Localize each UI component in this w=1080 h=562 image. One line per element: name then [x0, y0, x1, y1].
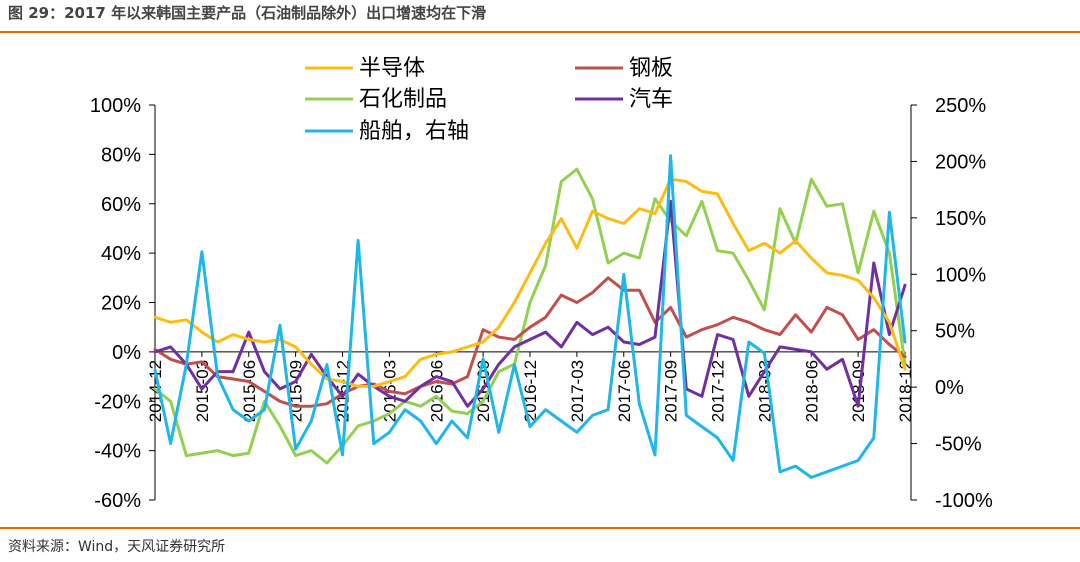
left-axis-label: 0%: [112, 342, 141, 364]
right-axis-label: 0%: [935, 377, 964, 399]
series-line-petrochem: [153, 167, 907, 465]
right-axis-label: 100%: [935, 264, 986, 286]
left-axis: -60% -40% -20% 0% 20% 40% 60% 80% 100%: [90, 95, 156, 512]
left-axis-label: 100%: [90, 95, 141, 117]
series-lines: [153, 154, 907, 479]
right-axis-label: -100%: [935, 490, 993, 512]
right-axis: -100% -50% 0% 50% 100% 150% 200% 250%: [910, 95, 993, 512]
series-line-ships: [153, 154, 907, 479]
x-axis-label: 2017-09: [662, 360, 681, 422]
x-axis-label: 2017-06: [615, 360, 634, 422]
source-note: 资料来源：Wind，天风证券研究所: [8, 539, 226, 555]
x-axis-label: 2017-03: [568, 360, 587, 422]
x-axis-label: 2016-06: [427, 360, 446, 422]
legend-label-petrochem: 石化制品: [359, 87, 447, 112]
series-line-steel: [153, 276, 907, 408]
title-divider: [0, 31, 1080, 33]
right-axis-label: -50%: [935, 434, 982, 456]
left-axis-label: -40%: [94, 441, 141, 463]
left-axis-label: 20%: [101, 293, 141, 315]
series-line-auto: [153, 199, 907, 408]
right-axis-label: 200%: [935, 151, 986, 173]
x-axis-label: 2015-03: [193, 360, 212, 422]
right-axis-label: 150%: [935, 208, 986, 230]
x-axis-label: 2018-12: [896, 360, 915, 422]
left-axis-label: -20%: [94, 391, 141, 413]
legend-label-ships: 船舶，右轴: [359, 119, 469, 144]
right-axis-label: 50%: [935, 321, 975, 343]
x-axis-label: 2016-12: [521, 360, 540, 422]
x-axis-label: 2017-12: [709, 360, 728, 422]
x-axis-label: 2018-06: [802, 360, 821, 422]
page-title: 图 29：2017 年以来韩国主要产品（石油制品除外）出口增速均在下滑: [8, 4, 487, 22]
x-axis-label: 2018-03: [755, 360, 774, 422]
x-axis-label: 2015-06: [240, 360, 259, 422]
footer-divider: [0, 527, 1080, 529]
legend-label-steel: 钢板: [629, 56, 673, 81]
left-axis-label: -60%: [94, 490, 141, 512]
right-axis-label: 250%: [935, 95, 986, 117]
left-axis-label: 80%: [101, 144, 141, 166]
left-axis-label: 60%: [101, 194, 141, 216]
left-axis-label: 40%: [101, 243, 141, 265]
legend-label-auto: 汽车: [629, 87, 673, 112]
legend-label-semiconductor: 半导体: [359, 56, 425, 81]
series-line-semiconductor: [153, 177, 907, 388]
